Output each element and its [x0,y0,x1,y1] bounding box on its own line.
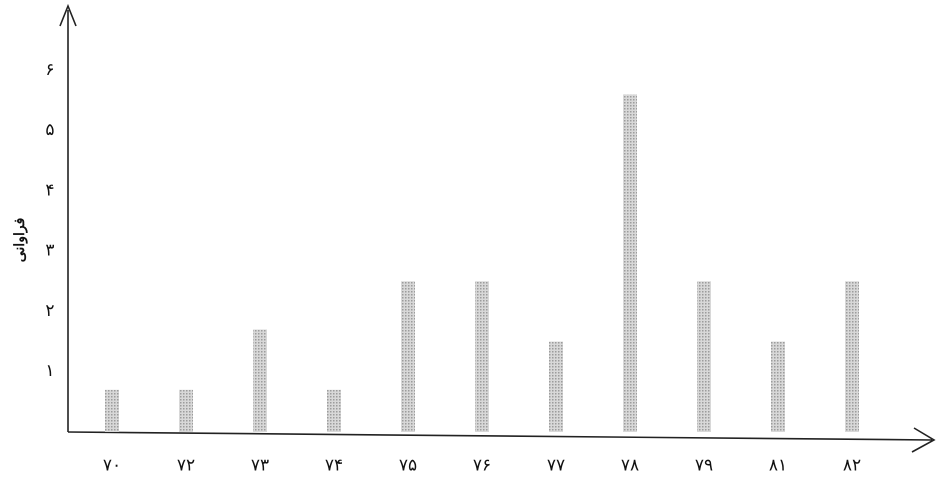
bar [401,281,415,432]
bar [771,342,785,432]
x-tick-label: ۷۳ [251,456,269,476]
x-tick-label: ۷۷ [547,456,565,476]
bar [179,390,193,432]
y-tick-label: ۴ [45,180,54,200]
x-tick-label: ۷۲ [177,456,195,476]
chart: فراوانی ۱ ۲ ۳ ۴ ۵ ۶ ۷۰ ۷۲ ۷۳ ۷۴ ۷۵ ۷۶ ۷۷ ۷۸ ۷۹ ۸۱ ۸۲ [0,0,942,486]
bar [105,390,119,432]
x-tick-label: ۷۴ [325,456,343,476]
bar [845,281,859,432]
bar [253,330,267,432]
bar [623,94,637,432]
bar [549,342,563,432]
x-tick-label: ۷۰ [103,456,121,476]
y-tick-label: ۵ [45,120,54,140]
bar [327,390,341,432]
y-tick-label: ۱ [45,361,54,381]
x-axis [68,428,934,452]
x-tick-label: ۷۵ [399,456,417,476]
y-tick-label: ۲ [45,301,54,321]
x-tick-label: ۷۶ [473,456,491,476]
x-tick-label: ۸۲ [843,456,861,476]
x-tick-label: ۸۱ [769,456,787,476]
x-tick-label: ۷۹ [695,456,713,476]
bar [475,281,489,432]
y-tick-label: ۳ [45,241,54,261]
y-tick-label: ۶ [45,60,54,80]
y-axis-label: فراوانی [12,218,28,263]
x-tick-label: ۷۸ [621,456,639,476]
y-axis [60,6,76,432]
bar [697,281,711,432]
